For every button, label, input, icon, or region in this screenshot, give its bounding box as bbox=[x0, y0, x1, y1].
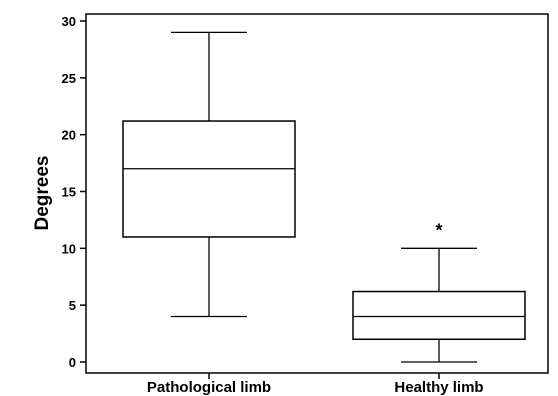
boxes: * bbox=[122, 31, 526, 363]
iqr-box bbox=[122, 120, 296, 238]
y-tick-label: 0 bbox=[69, 355, 76, 370]
y-tick-label: 25 bbox=[62, 71, 76, 86]
outlier-marker: * bbox=[435, 221, 442, 241]
y-tick-label: 5 bbox=[69, 298, 76, 313]
box-group bbox=[122, 31, 296, 318]
x-tick-label: Healthy limb bbox=[394, 379, 483, 396]
box-group: * bbox=[352, 221, 526, 363]
y-tick-label: 10 bbox=[62, 241, 76, 256]
plot-frame bbox=[85, 13, 549, 374]
y-tick-label: 20 bbox=[62, 128, 76, 143]
iqr-box bbox=[352, 290, 526, 341]
y-tick-label: 30 bbox=[62, 14, 76, 29]
y-tick-label: 15 bbox=[62, 185, 76, 200]
y-axis: 0 5 10 15 20 25 30 bbox=[62, 14, 86, 370]
x-tick-label: Pathological limb bbox=[147, 379, 271, 396]
x-axis: Pathological limb Healthy limb bbox=[147, 373, 484, 396]
y-axis-title: Degrees bbox=[32, 156, 53, 231]
